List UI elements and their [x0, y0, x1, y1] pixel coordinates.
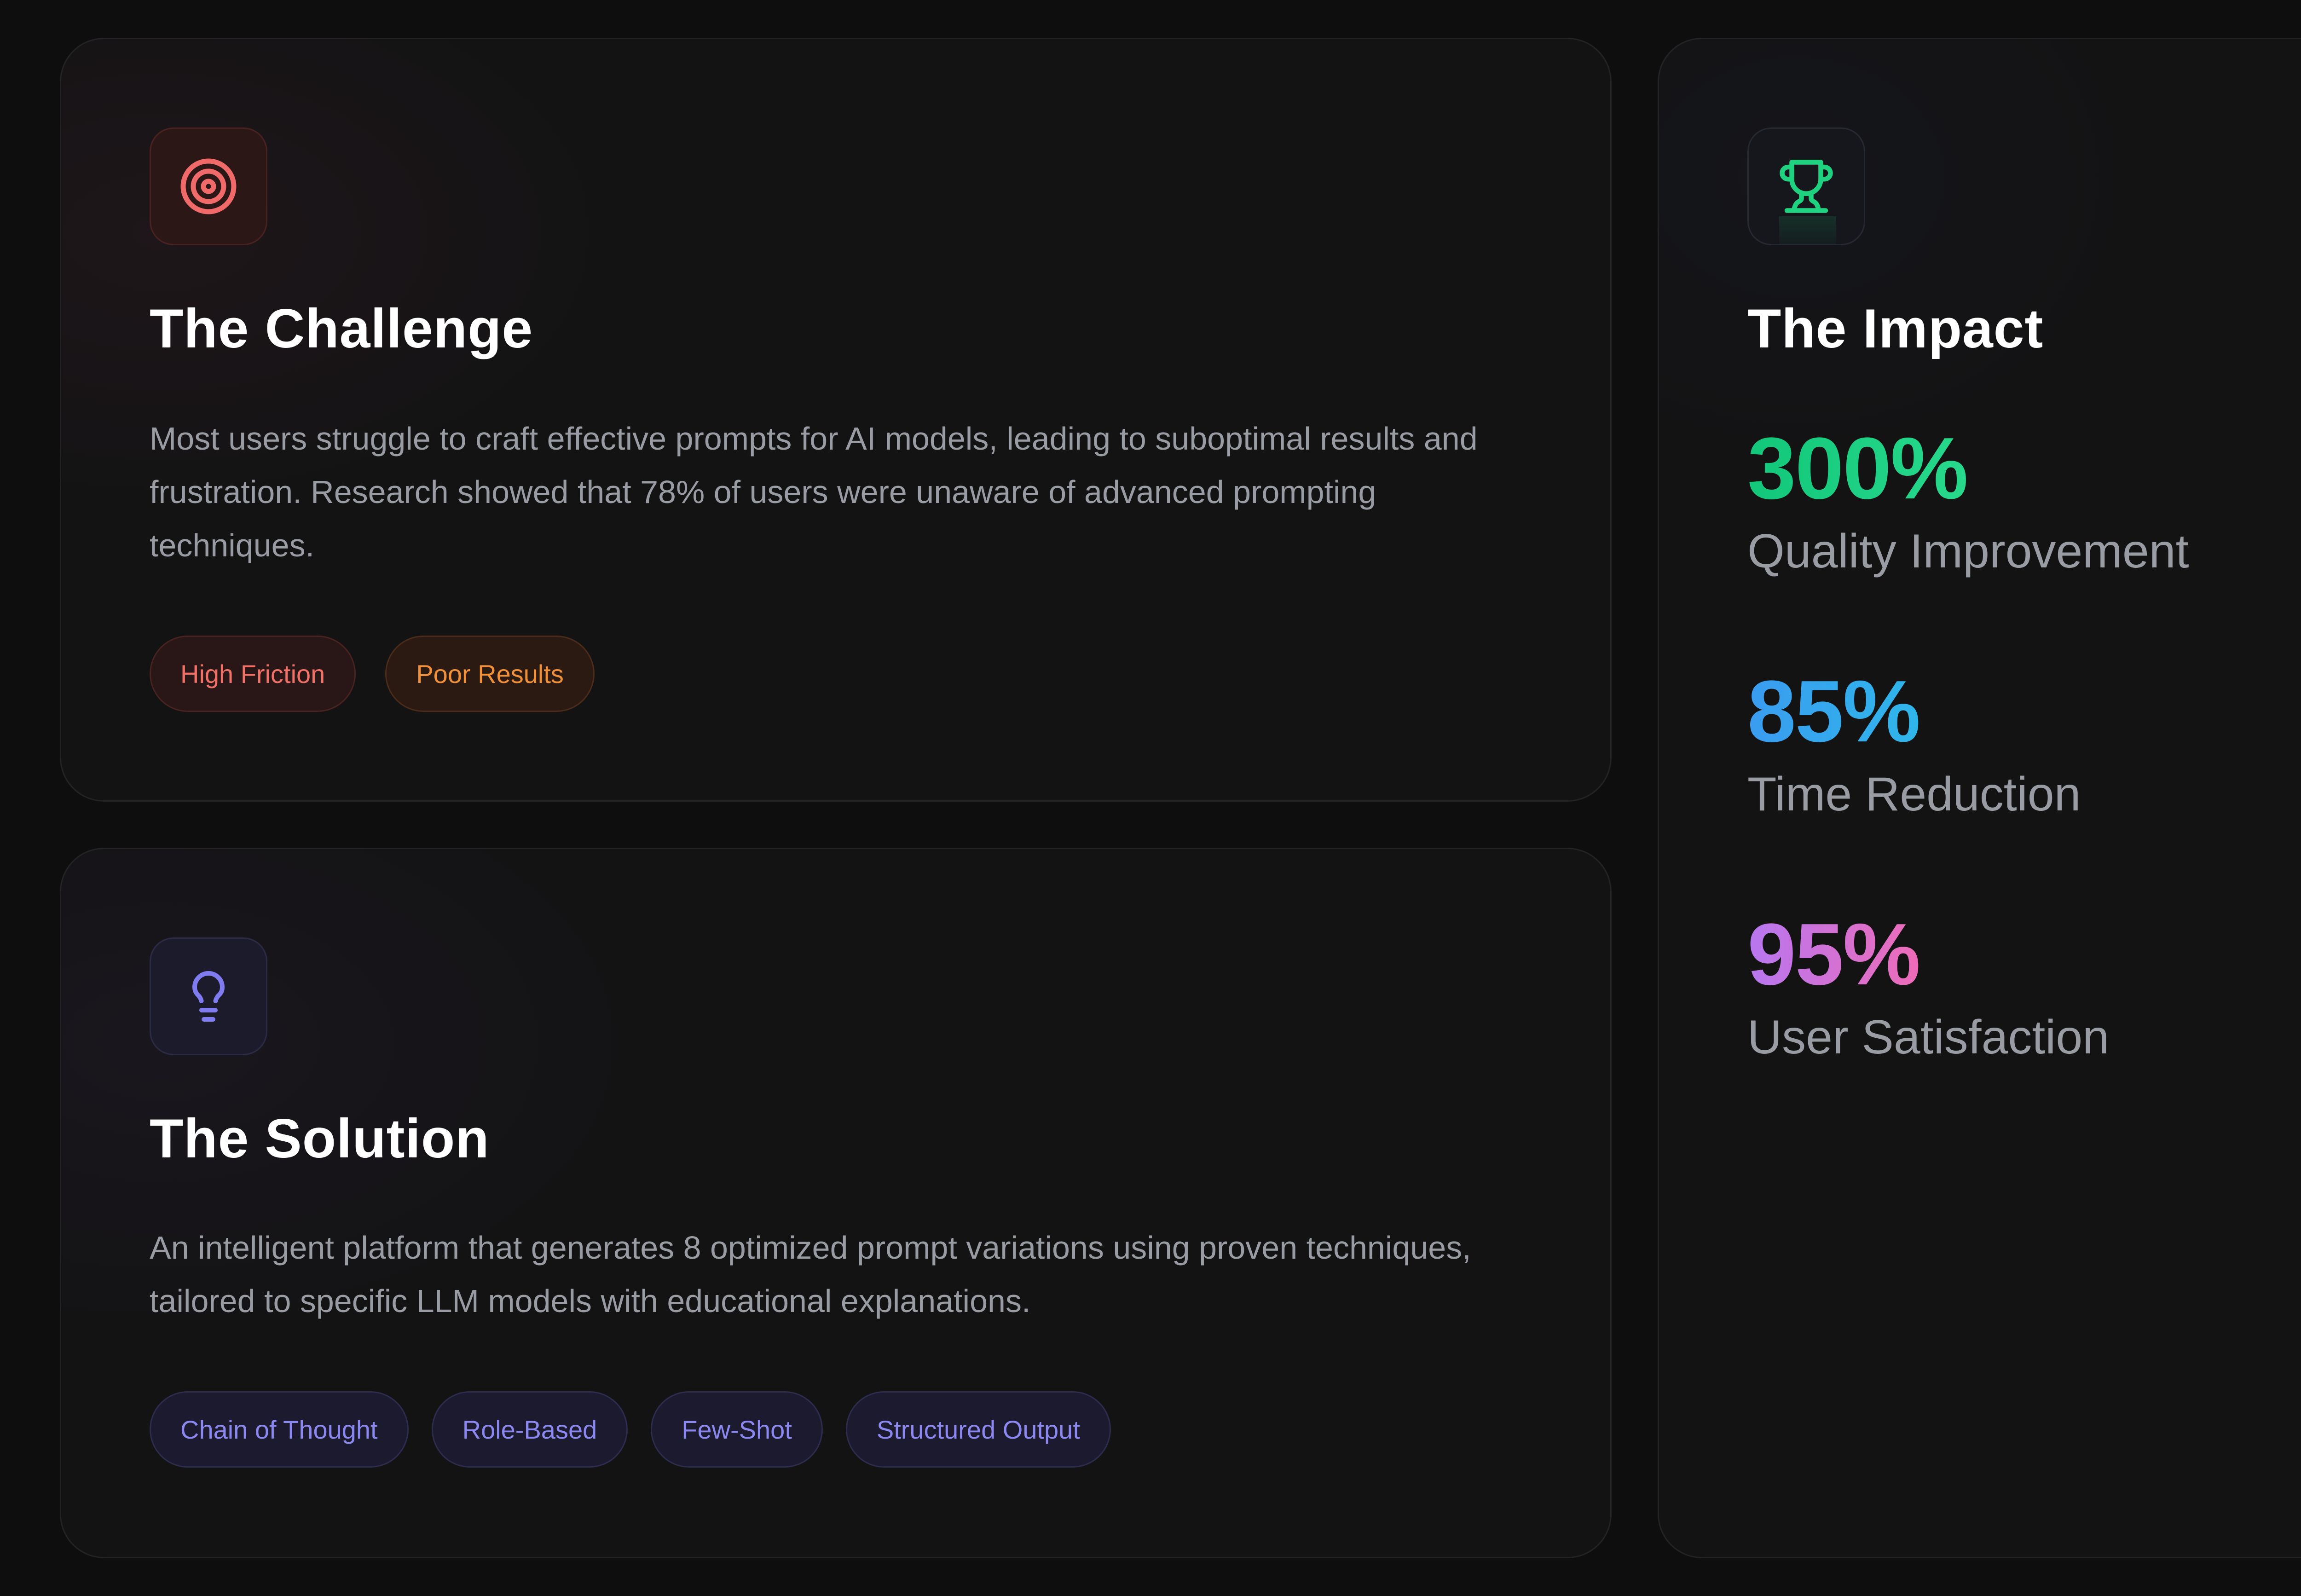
stat-value: 95%	[1747, 906, 1920, 1003]
impact-title: The Impact	[1747, 298, 2044, 359]
tag-few-shot: Few-Shot	[651, 1391, 823, 1468]
tag-chain-of-thought: Chain of Thought	[150, 1391, 409, 1468]
stat-label: User Satisfaction	[1747, 1011, 2110, 1064]
stat-value: 85%	[1747, 663, 1920, 760]
challenge-tags: High Friction Poor Results	[150, 636, 595, 712]
stat-value: 300%	[1747, 420, 1968, 517]
impact-card: The Impact 300% Quality Improvement 85% …	[1658, 38, 2301, 1558]
solution-card: The Solution An intelligent platform tha…	[60, 848, 1612, 1558]
solution-description: An intelligent platform that generates 8…	[150, 1230, 1471, 1319]
tag-structured-output: Structured Output	[845, 1391, 1111, 1468]
stat-time: 85% Time Reduction	[1747, 668, 2081, 821]
lightbulb-icon	[150, 937, 267, 1055]
stat-label: Time Reduction	[1747, 768, 2081, 821]
tag-high-friction: High Friction	[150, 636, 356, 712]
stat-label: Quality Improvement	[1747, 525, 2189, 578]
challenge-description: Most users struggle to craft effective p…	[150, 421, 1478, 563]
tag-poor-results: Poor Results	[385, 636, 595, 712]
target-icon	[150, 127, 267, 245]
challenge-card: The Challenge Most users struggle to cra…	[60, 38, 1612, 802]
solution-tags: Chain of Thought Role-Based Few-Shot Str…	[150, 1391, 1111, 1468]
tag-role-based: Role-Based	[431, 1391, 628, 1468]
challenge-title: The Challenge	[150, 298, 533, 359]
stat-satisfaction: 95% User Satisfaction	[1747, 911, 2109, 1064]
trophy-icon	[1747, 127, 1865, 245]
solution-title: The Solution	[150, 1108, 490, 1169]
stat-quality: 300% Quality Improvement	[1747, 425, 2189, 578]
